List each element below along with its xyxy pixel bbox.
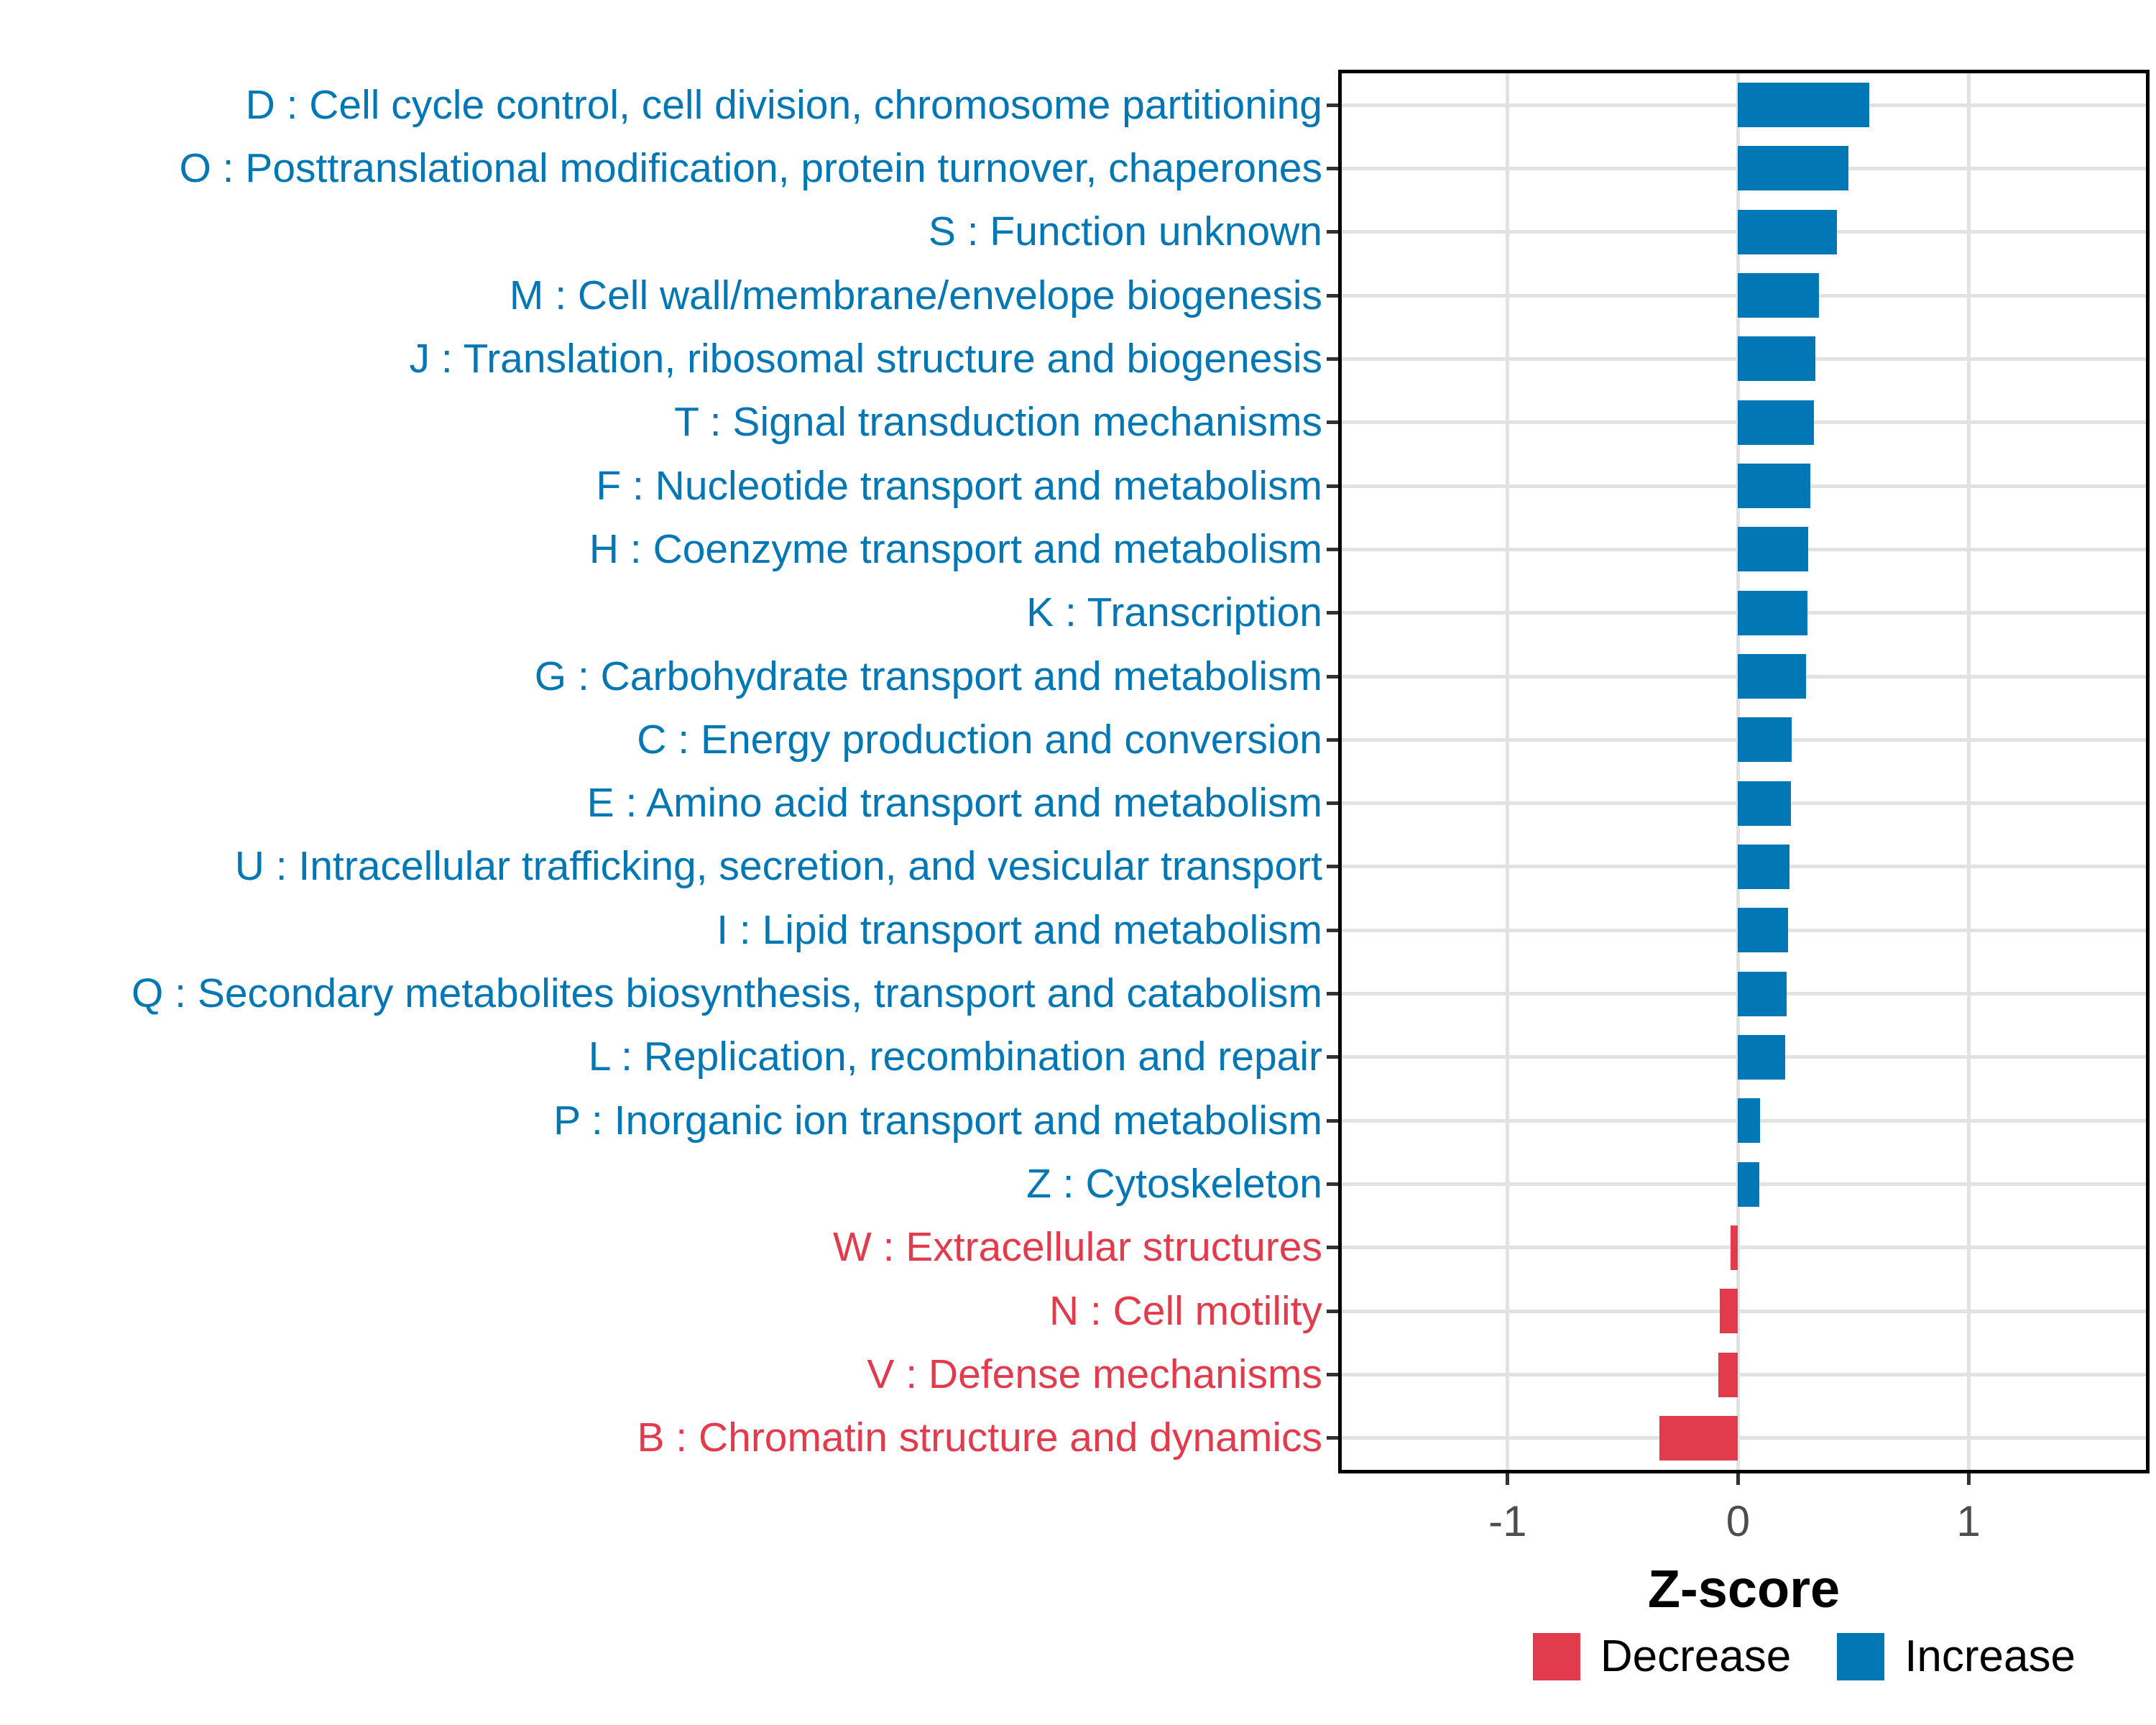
bar-Z bbox=[1738, 1162, 1759, 1207]
bar-N bbox=[1720, 1289, 1738, 1334]
category-label-G: G : Carbohydrate transport and metabolis… bbox=[534, 653, 1322, 699]
y-tick-O bbox=[1327, 166, 1338, 170]
x-tick bbox=[1506, 1473, 1510, 1485]
category-label-T: T : Signal transduction mechanisms bbox=[674, 399, 1322, 446]
bar-G bbox=[1738, 654, 1807, 699]
bar-H bbox=[1738, 527, 1809, 572]
category-label-B: B : Chromatin structure and dynamics bbox=[637, 1414, 1322, 1461]
legend-label-increase: Increase bbox=[1904, 1632, 2076, 1681]
category-label-W: W : Extracellular structures bbox=[833, 1224, 1322, 1271]
y-tick-G bbox=[1327, 674, 1338, 678]
legend-key-increase bbox=[1837, 1633, 1885, 1680]
bar-E bbox=[1738, 781, 1791, 826]
y-gridline bbox=[1342, 1246, 2146, 1250]
x-gridline bbox=[1966, 73, 1971, 1470]
y-tick-N bbox=[1327, 1309, 1338, 1313]
y-gridline bbox=[1342, 1309, 2146, 1313]
bar-Q bbox=[1738, 971, 1787, 1016]
bar-I bbox=[1738, 908, 1788, 953]
bar-F bbox=[1738, 464, 1811, 509]
category-label-M: M : Cell wall/membrane/envelope biogenes… bbox=[509, 272, 1322, 318]
y-tick-S bbox=[1327, 230, 1338, 234]
y-tick-P bbox=[1327, 1118, 1338, 1123]
y-tick-E bbox=[1327, 801, 1338, 806]
legend-label-decrease: Decrease bbox=[1600, 1632, 1792, 1681]
legend: Decrease Increase bbox=[1532, 1632, 2076, 1681]
y-tick-K bbox=[1327, 611, 1338, 615]
category-label-H: H : Coenzyme transport and metabolism bbox=[589, 525, 1322, 572]
y-tick-I bbox=[1327, 928, 1338, 932]
y-tick-T bbox=[1327, 420, 1338, 425]
category-label-Q: Q : Secondary metabolites biosynthesis, … bbox=[131, 970, 1322, 1017]
bar-C bbox=[1738, 717, 1792, 763]
x-gridline bbox=[1506, 73, 1510, 1470]
category-label-L: L : Replication, recombination and repai… bbox=[588, 1034, 1322, 1080]
category-label-N: N : Cell motility bbox=[1049, 1287, 1322, 1334]
bar-B bbox=[1659, 1415, 1738, 1460]
x-tick bbox=[1966, 1473, 1971, 1485]
category-label-D: D : Cell cycle control, cell division, c… bbox=[245, 81, 1322, 128]
x-tick-label: 0 bbox=[1726, 1497, 1751, 1545]
y-tick-J bbox=[1327, 356, 1338, 361]
y-tick-B bbox=[1327, 1436, 1338, 1440]
category-label-O: O : Posttranslational modification, prot… bbox=[179, 144, 1322, 191]
bar-K bbox=[1738, 590, 1807, 635]
y-tick-U bbox=[1327, 865, 1338, 869]
category-label-S: S : Function unknown bbox=[928, 208, 1322, 255]
y-gridline bbox=[1342, 1436, 2146, 1440]
legend-entry-increase: Increase bbox=[1837, 1633, 2076, 1680]
category-label-E: E : Amino acid transport and metabolism bbox=[586, 780, 1322, 827]
y-tick-C bbox=[1327, 737, 1338, 742]
y-tick-Q bbox=[1327, 992, 1338, 996]
legend-key-decrease bbox=[1532, 1633, 1580, 1680]
category-label-Z: Z : Cytoskeleton bbox=[1026, 1161, 1322, 1208]
plot-area bbox=[1342, 73, 2146, 1470]
plot-panel bbox=[1338, 70, 2150, 1473]
bar-D bbox=[1738, 83, 1870, 128]
bar-M bbox=[1738, 273, 1819, 318]
category-label-I: I : Lipid transport and metabolism bbox=[717, 906, 1322, 953]
bar-V bbox=[1718, 1352, 1738, 1397]
bar-S bbox=[1738, 209, 1838, 254]
category-label-F: F : Nucleotide transport and metabolism bbox=[596, 462, 1322, 509]
bar-L bbox=[1738, 1034, 1785, 1080]
y-tick-W bbox=[1327, 1246, 1338, 1250]
bar-U bbox=[1738, 844, 1790, 889]
category-label-U: U : Intracellular trafficking, secretion… bbox=[234, 843, 1322, 890]
category-label-C: C : Energy production and conversion bbox=[637, 716, 1322, 763]
legend-entry-decrease: Decrease bbox=[1532, 1632, 1792, 1681]
x-gridline bbox=[1736, 73, 1740, 1470]
y-tick-L bbox=[1327, 1055, 1338, 1059]
category-label-P: P : Inorganic ion transport and metaboli… bbox=[553, 1097, 1322, 1144]
category-label-V: V : Defense mechanisms bbox=[867, 1351, 1322, 1398]
x-tick bbox=[1736, 1473, 1740, 1485]
y-tick-V bbox=[1327, 1373, 1338, 1377]
category-label-K: K : Transcription bbox=[1026, 589, 1322, 636]
y-tick-Z bbox=[1327, 1182, 1338, 1187]
y-gridline bbox=[1342, 1373, 2146, 1377]
y-tick-F bbox=[1327, 484, 1338, 488]
y-axis-labels: D : Cell cycle control, cell division, c… bbox=[0, 73, 1338, 1470]
bar-O bbox=[1738, 146, 1849, 191]
x-tick-label: 1 bbox=[1956, 1497, 1981, 1545]
bar-W bbox=[1730, 1225, 1738, 1270]
x-axis-title: Z-score bbox=[1647, 1559, 1841, 1619]
y-tick-D bbox=[1327, 103, 1338, 107]
y-tick-M bbox=[1327, 293, 1338, 298]
bar-P bbox=[1738, 1098, 1761, 1144]
x-tick-label: -1 bbox=[1488, 1497, 1527, 1545]
y-tick-H bbox=[1327, 547, 1338, 551]
bar-T bbox=[1738, 400, 1815, 445]
category-label-J: J : Translation, ribosomal structure and… bbox=[409, 335, 1322, 382]
bar-J bbox=[1738, 336, 1815, 382]
